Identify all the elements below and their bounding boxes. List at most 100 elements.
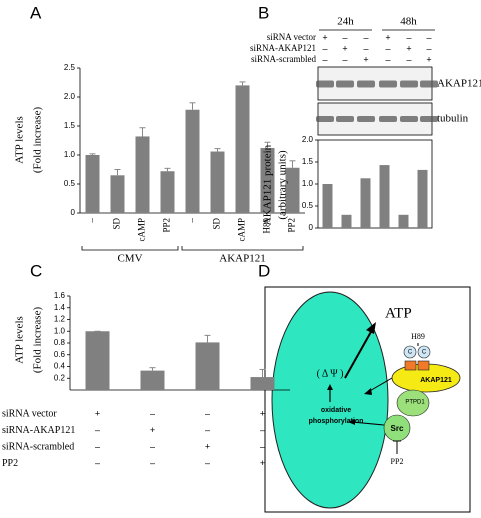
blot-band	[357, 116, 375, 122]
c-subunit	[417, 345, 431, 359]
h89-label: H89	[411, 332, 425, 341]
arrow	[367, 377, 393, 393]
blot-row-label: siRNA-scrambled	[251, 54, 316, 64]
blot-band	[316, 116, 334, 122]
bar	[140, 370, 165, 390]
arrow	[344, 329, 373, 379]
blot-band	[336, 116, 354, 122]
panel-letter: C	[30, 261, 42, 280]
r-subunit	[417, 360, 430, 371]
pp2-label: PP2	[391, 457, 404, 466]
process-label: phosphorylation	[309, 418, 364, 425]
bar	[235, 85, 250, 213]
bar	[417, 169, 428, 228]
ptpd1-label: PTPD1	[405, 400, 425, 406]
process-label: oxidative	[321, 407, 351, 414]
group-bracket	[181, 246, 304, 251]
condition-label: siRNA-scrambled	[2, 441, 74, 452]
band-label: AKAP121	[437, 78, 481, 90]
blot-sign: +	[322, 32, 327, 42]
y-tick-label: 0.2	[54, 373, 66, 382]
y-tick-label: 1.5	[302, 157, 314, 166]
bar	[110, 175, 125, 213]
y-tick-label: 0	[71, 208, 76, 217]
arrowhead	[366, 322, 376, 334]
y-tick-label: 2.5	[64, 63, 76, 72]
condition-sign: +	[260, 408, 265, 418]
x-tick-label: –	[187, 218, 197, 224]
bar	[85, 155, 100, 213]
blot-sign: +	[406, 43, 411, 53]
blot-sign: +	[426, 54, 431, 64]
blot-band	[316, 80, 334, 88]
blot-sign: –	[426, 32, 431, 42]
blot-row-label: siRNA vector	[267, 32, 316, 42]
y-tick-label: 1.0	[54, 326, 66, 335]
bar	[285, 167, 300, 213]
bar	[135, 136, 150, 213]
condition-sign: –	[205, 458, 210, 468]
condition-sign: +	[95, 408, 100, 418]
condition-label: siRNA vector	[2, 408, 57, 419]
y-axis-label: ATP levels	[14, 116, 26, 164]
y-tick-label: 0.8	[54, 338, 66, 347]
blot-sign: –	[426, 43, 431, 53]
y-tick-label: 0.5	[64, 179, 76, 188]
bar	[210, 151, 225, 213]
y-axis-label: ATP levels	[14, 316, 26, 364]
bar	[250, 377, 275, 390]
blot-sign: –	[322, 54, 327, 64]
blot-band	[336, 80, 354, 88]
y-tick-label: 1.6	[54, 291, 66, 300]
y-axis-label: (arbitrary units)	[277, 150, 289, 220]
timepoint-label: 48h	[400, 16, 417, 28]
blot-sign: +	[363, 54, 368, 64]
y-tick-label: 1.5	[64, 121, 76, 130]
arrowhead	[327, 384, 333, 390]
blot-row-label: siRNA-AKAP121	[250, 43, 316, 53]
band-label: tubulin	[437, 113, 469, 125]
condition-sign: –	[205, 425, 210, 435]
bar	[379, 165, 390, 228]
arrowhead	[348, 419, 355, 425]
ptpd1-ellipse	[396, 389, 430, 417]
x-tick-label: cAMP	[237, 218, 247, 242]
x-tick-label: –	[87, 218, 97, 224]
condition-sign: –	[205, 408, 210, 418]
y-tick-label: 0.5	[302, 201, 314, 210]
blot-sign: –	[342, 54, 347, 64]
src-label: Src	[391, 424, 404, 433]
group-label: CMV	[117, 253, 142, 265]
blot-sign: –	[342, 32, 347, 42]
x-tick-label: SD	[212, 218, 222, 230]
y-tick-label: 1.4	[54, 303, 66, 312]
condition-sign: –	[260, 425, 265, 435]
bar	[160, 171, 175, 213]
x-tick-label: SD	[112, 218, 122, 230]
bar	[341, 214, 352, 228]
y-tick-label: 2.0	[64, 92, 76, 101]
c-label: C	[408, 350, 413, 356]
arrow	[351, 421, 385, 426]
condition-sign: +	[150, 425, 155, 435]
arrowhead	[364, 388, 372, 395]
timepoint-label: 24h	[337, 16, 354, 28]
bar	[398, 214, 409, 228]
blot-sign: +	[342, 43, 347, 53]
panel-letter: B	[258, 3, 269, 22]
blot-sign: +	[385, 32, 390, 42]
group-bracket	[81, 246, 179, 251]
y-tick-label: 0.4	[54, 362, 66, 371]
panel-letter: A	[30, 3, 42, 22]
condition-sign: –	[150, 458, 155, 468]
potential-label: ( Δ Ψ )	[317, 368, 344, 379]
blot-sign: –	[406, 32, 411, 42]
condition-label: PP2	[2, 458, 18, 469]
group-label: AKAP121	[219, 253, 265, 265]
condition-sign: –	[150, 408, 155, 418]
y-tick-label: 1.2	[54, 315, 66, 324]
y-tick-label: 0.6	[54, 350, 66, 359]
akap-label: AKAP121	[420, 377, 452, 384]
condition-sign: +	[260, 458, 265, 468]
blot-sign: –	[363, 32, 368, 42]
